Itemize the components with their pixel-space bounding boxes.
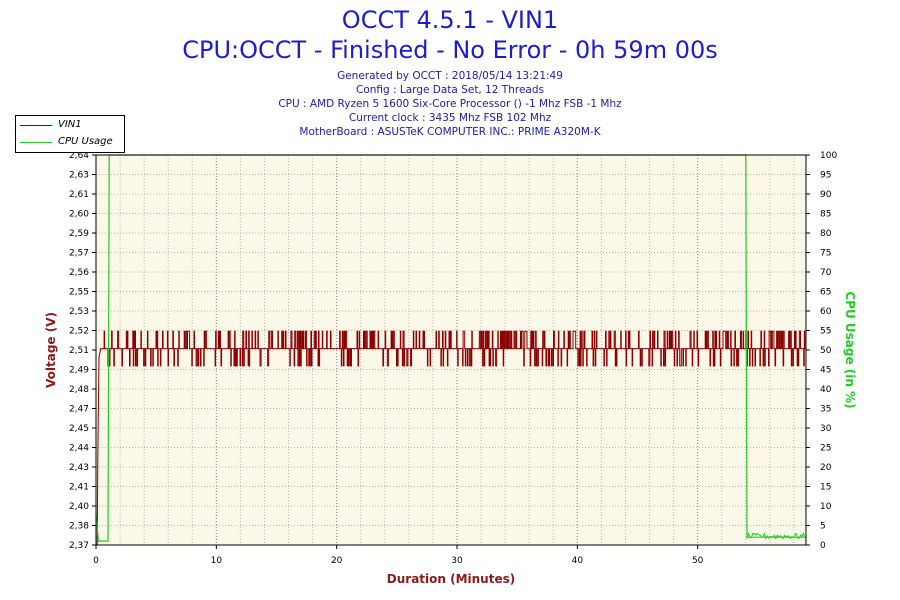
y-tick-label: 2,38 <box>69 522 89 532</box>
y-tick-label: 2,61 <box>69 190 89 200</box>
y-tick-label: 2,43 <box>69 463 89 473</box>
chart-subtitle: CPU:OCCT - Finished - No Error - 0h 59m … <box>182 36 718 64</box>
y-axis-title: Voltage (V) <box>44 312 58 388</box>
y-tick-label: 2,47 <box>69 405 89 415</box>
x-tick-label: 50 <box>692 556 704 566</box>
y-tick-label: 2,40 <box>69 502 89 512</box>
y2-tick-label: 85 <box>820 210 831 220</box>
x-tick-label: 0 <box>93 556 99 566</box>
x-axis-title: Duration (Minutes) <box>387 572 515 586</box>
y2-tick-label: 20 <box>820 463 832 473</box>
info-generated: Generated by OCCT : 2018/05/14 13:21:49 <box>337 70 563 82</box>
y2-tick-label: 35 <box>820 405 831 415</box>
y2-tick-label: 0 <box>820 541 826 551</box>
y2-tick-label: 15 <box>820 483 831 493</box>
plot-frame <box>95 154 807 546</box>
chart-title: OCCT 4.5.1 - VIN1 <box>341 6 559 34</box>
legend: VIN1 CPU Usage <box>15 115 125 153</box>
info-clock: Current clock : 3435 Mhz FSB 102 Mhz <box>348 112 552 124</box>
y2-tick-label: 50 <box>820 346 832 356</box>
legend-label-cpu-usage: CPU Usage <box>58 136 113 147</box>
y-tick-label: 2,56 <box>69 268 89 278</box>
y-tick-label: 2,60 <box>69 210 89 220</box>
info-config: Config : Large Data Set, 12 Threads <box>356 84 544 96</box>
y2-tick-label: 80 <box>820 229 832 239</box>
y-tick-label: 2,55 <box>69 288 89 298</box>
y-tick-label: 2,41 <box>69 483 89 493</box>
y2-tick-label: 30 <box>820 424 832 434</box>
y-tick-label: 2,53 <box>69 307 89 317</box>
y2-tick-label: 45 <box>820 366 831 376</box>
y2-tick-label: 70 <box>820 268 832 278</box>
y-tick-label: 2,48 <box>69 385 89 395</box>
legend-swatch-cpu-usage <box>20 142 52 143</box>
y-tick-label: 2,37 <box>69 541 89 551</box>
y-tick-label: 2,64 <box>69 151 89 161</box>
x-tick-label: 30 <box>451 556 463 566</box>
y-tick-label: 2,63 <box>69 171 89 181</box>
y-tick-label: 2,59 <box>69 229 89 239</box>
y2-tick-label: 5 <box>820 522 826 532</box>
y2-tick-label: 75 <box>820 249 831 259</box>
series-cpu-usage-noise <box>746 531 806 540</box>
y-tick-label: 2,49 <box>69 366 89 376</box>
y2-tick-label: 55 <box>820 327 831 337</box>
x-tick-label: 40 <box>572 556 584 566</box>
y-tick-label: 2,57 <box>69 249 89 259</box>
y-tick-label: 2,45 <box>69 424 89 434</box>
y2-tick-label: 10 <box>820 502 832 512</box>
y-tick-label: 2,44 <box>69 444 89 454</box>
y2-tick-label: 40 <box>820 385 832 395</box>
info-motherboard: MotherBoard : ASUSTeK COMPUTER INC.: PRI… <box>299 126 601 138</box>
y2-tick-label: 25 <box>820 444 831 454</box>
y-tick-label: 2,52 <box>69 327 89 337</box>
y2-tick-label: 95 <box>820 171 831 181</box>
y-tick-label: 2,51 <box>69 346 89 356</box>
y2-tick-label: 60 <box>820 307 832 317</box>
x-tick-label: 10 <box>211 556 223 566</box>
x-tick-label: 20 <box>331 556 343 566</box>
y2-tick-label: 65 <box>820 288 831 298</box>
y2-axis-title: CPU Usage (in %) <box>843 291 857 408</box>
legend-swatch-vin1 <box>20 125 52 126</box>
series-vin1-line <box>96 330 807 546</box>
y2-tick-label: 100 <box>820 151 837 161</box>
legend-label-vin1: VIN1 <box>58 119 82 130</box>
info-cpu: CPU : AMD Ryzen 5 1600 Six-Core Processo… <box>278 98 622 110</box>
y2-tick-label: 90 <box>820 190 832 200</box>
